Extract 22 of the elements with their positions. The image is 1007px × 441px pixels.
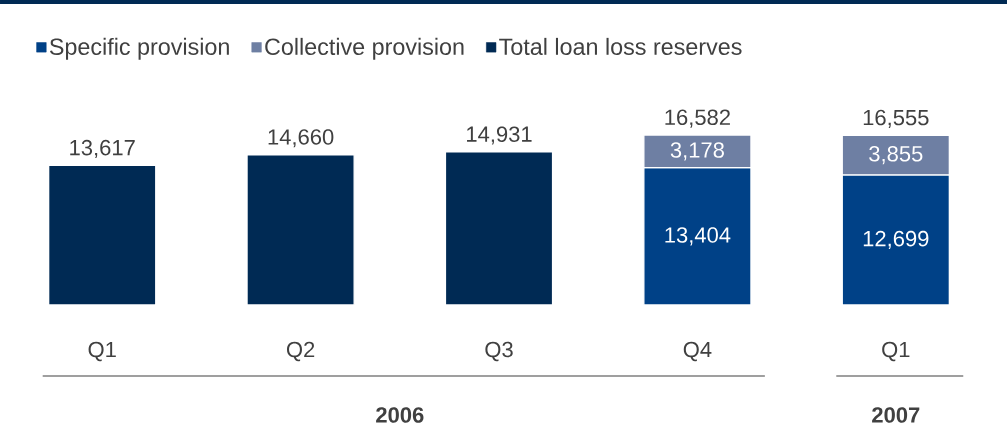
data-label: 13,617: [70, 139, 135, 159]
bar: [444, 151, 554, 306]
data-label: 13,404: [665, 227, 731, 246]
bar: [47, 164, 157, 306]
x-tick-label: Q1: [88, 341, 116, 362]
x-tick-label: Q3: [485, 341, 513, 362]
x-tick-label: Q2: [286, 341, 315, 362]
legend-label: Total loan loss reserves: [499, 37, 742, 56]
text: 2007: [872, 407, 920, 423]
legend-label: Specific provision: [49, 37, 229, 60]
total-label: 16,582: [665, 109, 730, 128]
data-label: 3,855: [869, 145, 923, 165]
legend-label: Collective provision: [265, 37, 464, 60]
x-tick-label: Q4: [683, 341, 712, 362]
data-label: 14,931: [467, 126, 532, 145]
data-label: 14,660: [268, 129, 334, 148]
bar: [246, 154, 355, 306]
text: 2006: [376, 407, 424, 423]
data-label: 12,699: [863, 230, 929, 249]
total-label: 16,555: [863, 109, 929, 128]
data-label: 3,178: [670, 142, 724, 161]
x-tick-label: Q1: [882, 341, 910, 362]
